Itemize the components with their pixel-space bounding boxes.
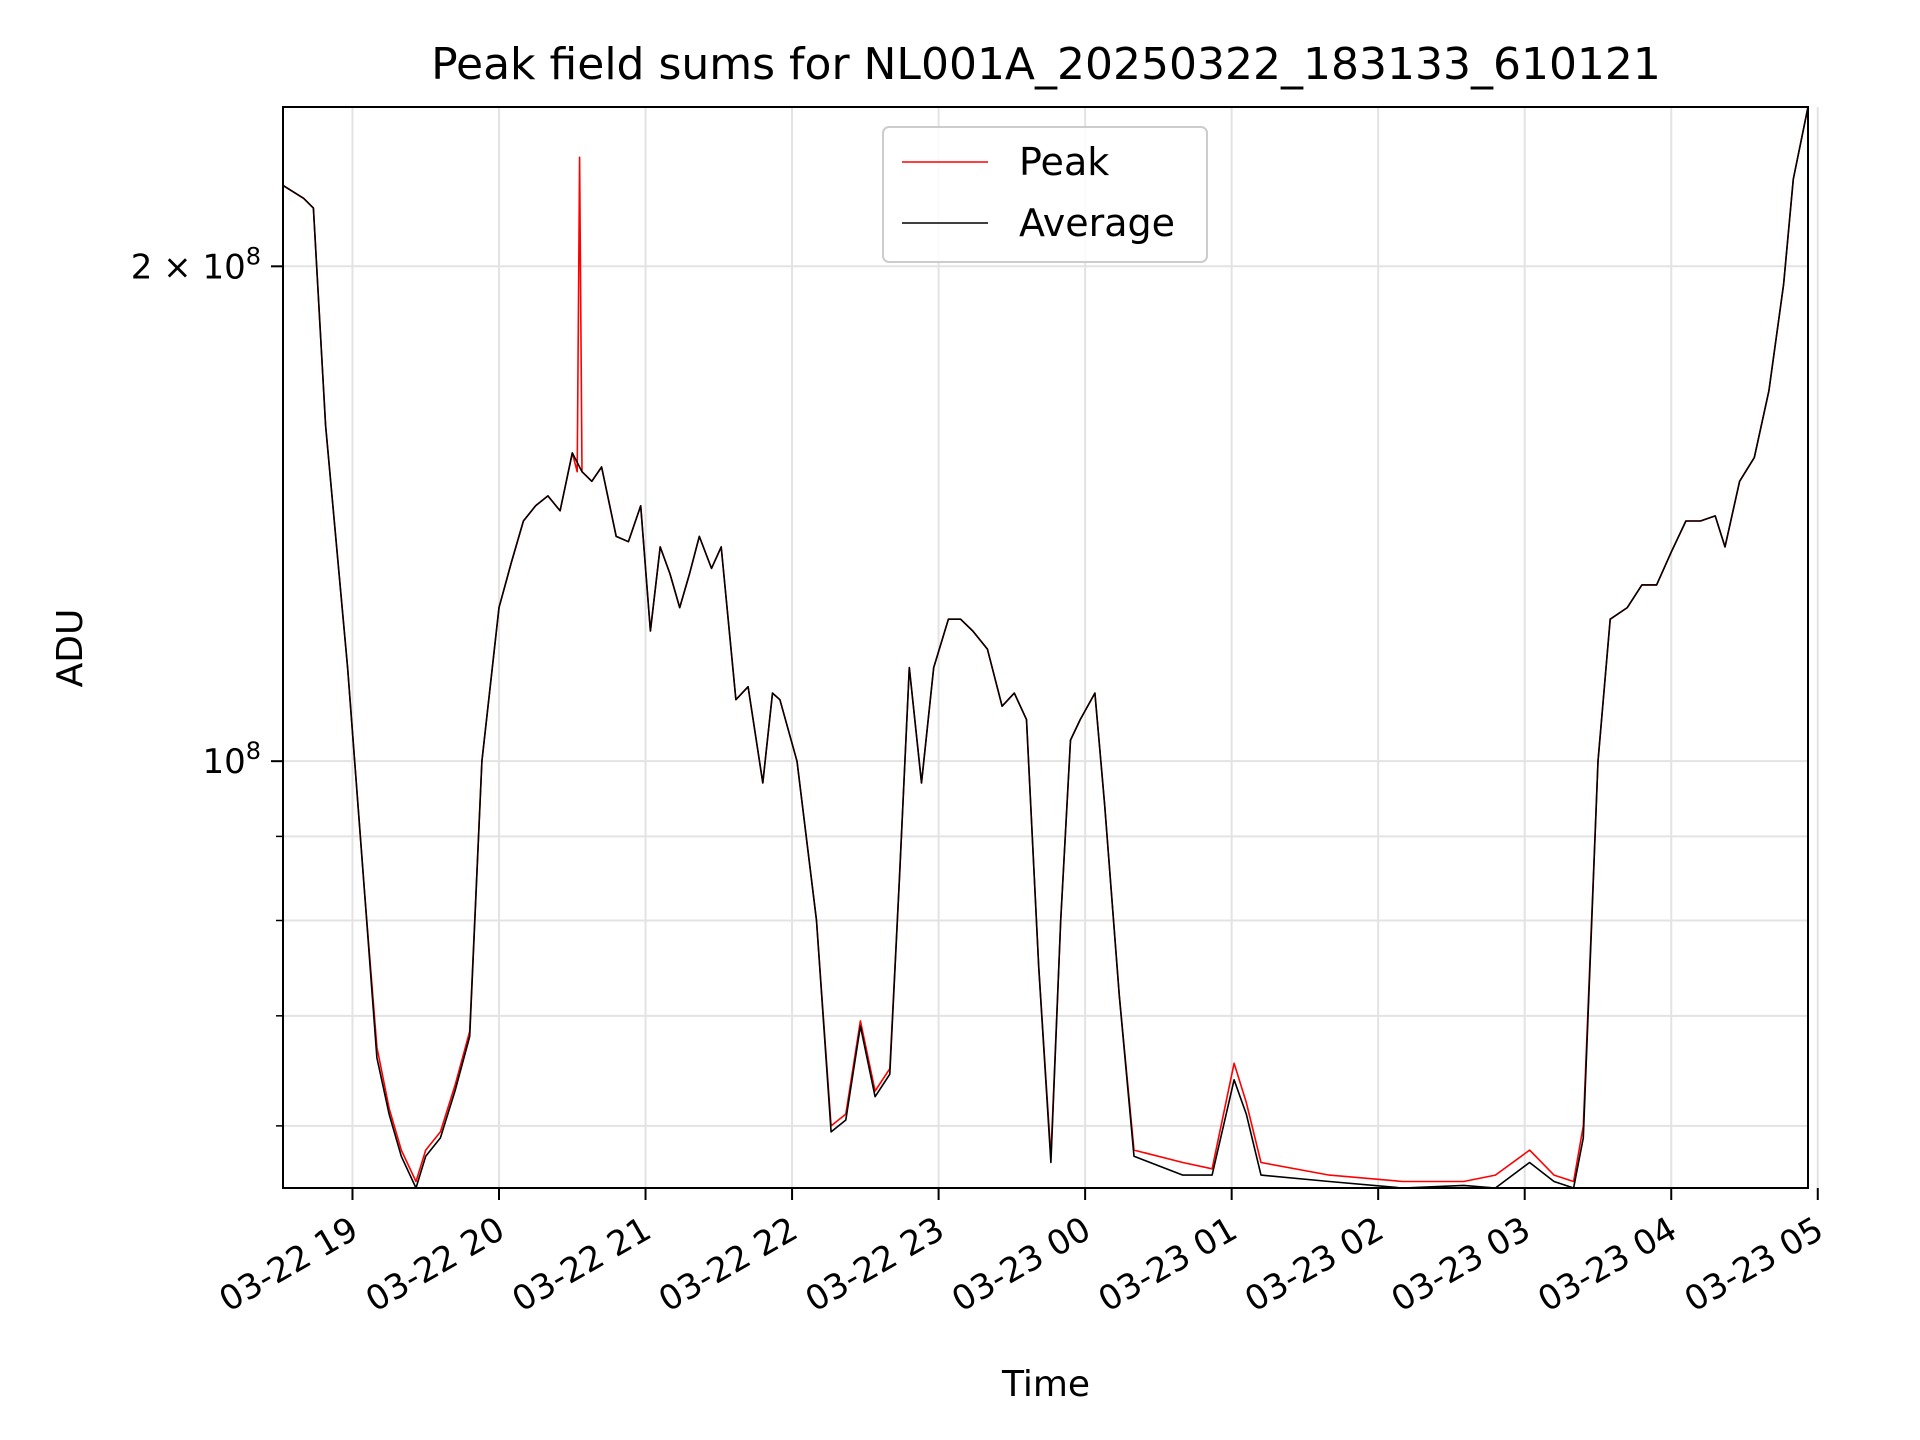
plot-frame [282, 106, 1809, 1189]
chart-title: Peak field sums for NL001A_20250322_1831… [431, 39, 1661, 90]
series-group [283, 107, 1808, 1188]
y-tick-label: 2 × 108 [131, 242, 261, 287]
legend: Peak Average [882, 126, 1208, 263]
series-line-average [283, 107, 1808, 1188]
legend-label-average: Average [1019, 201, 1175, 245]
legend-label-peak: Peak [1019, 140, 1109, 184]
x-axis-label: Time [1001, 1364, 1090, 1405]
y-tick-label: 108 [202, 737, 261, 782]
y-axis-label: ADU [50, 609, 91, 688]
grid [283, 107, 1819, 1188]
legend-box [882, 126, 1208, 263]
